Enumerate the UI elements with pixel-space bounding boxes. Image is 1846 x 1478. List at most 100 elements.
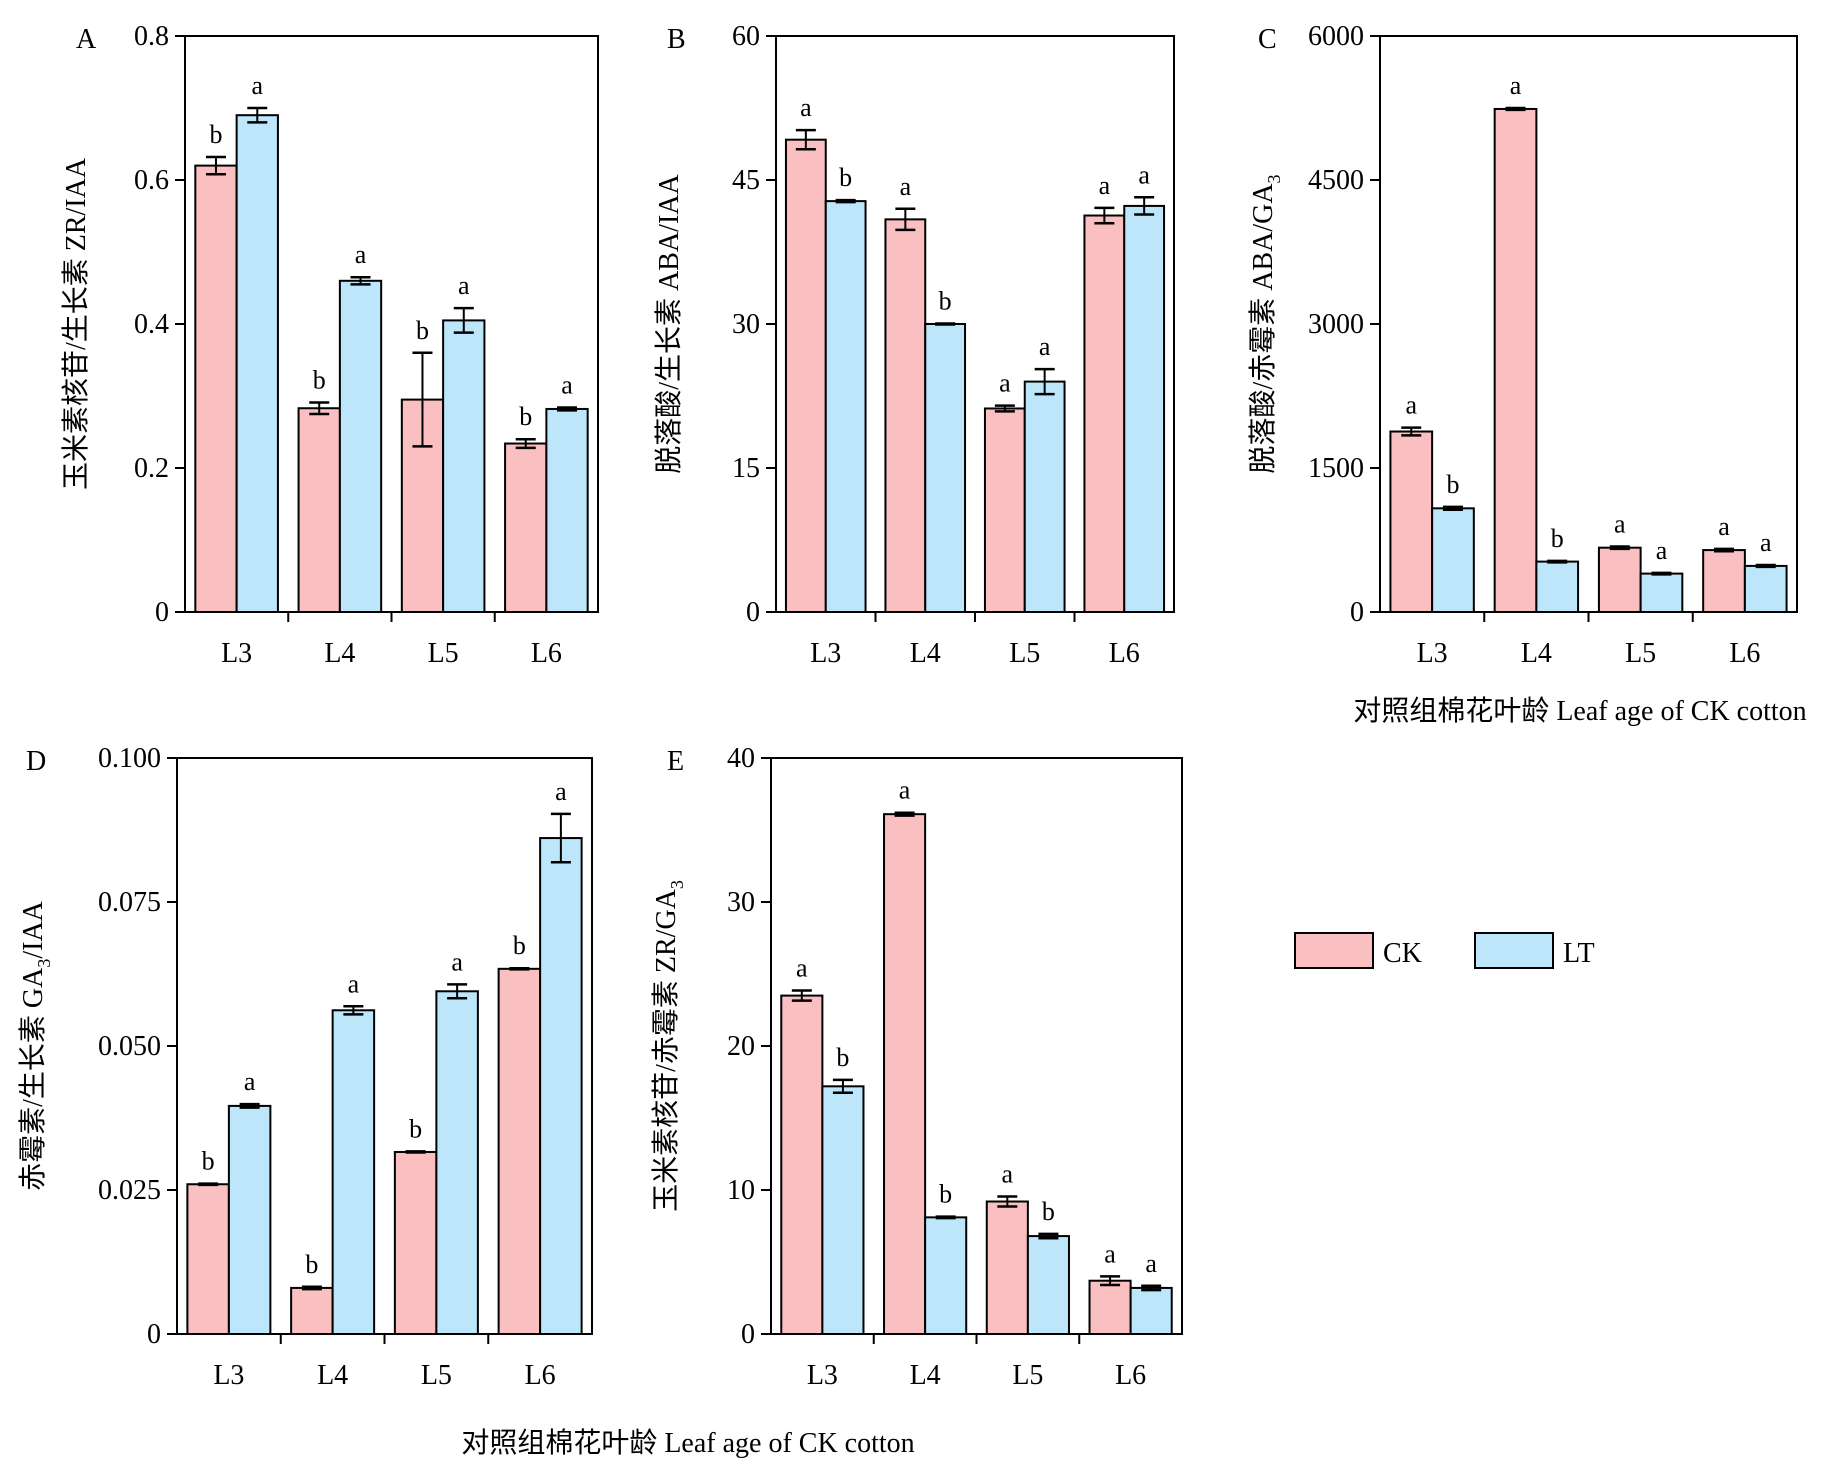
significance-letter: b — [519, 402, 532, 431]
bar-lt — [1123, 204, 1166, 613]
significance-letter: b — [1042, 1197, 1055, 1226]
y-tick-label: 0.6 — [134, 165, 169, 196]
panel-label: D — [26, 746, 46, 777]
significance-letter: a — [1718, 512, 1730, 541]
significance-letter: a — [348, 969, 360, 998]
significance-letter: a — [1138, 160, 1150, 189]
bar-ck — [1493, 107, 1538, 614]
bar-ck — [1702, 549, 1746, 614]
bar-lt — [1026, 1235, 1070, 1335]
x-tick-label: L4 — [910, 1360, 941, 1391]
y-tick-label: 0 — [155, 597, 169, 628]
bar-ck — [393, 1150, 438, 1336]
legend-swatch-lt — [1474, 932, 1554, 969]
y-tick-label: 60 — [732, 21, 760, 52]
x-tick-label: L3 — [807, 1360, 838, 1391]
significance-letter: a — [1002, 1159, 1014, 1188]
y-tick-label: 0 — [147, 1319, 161, 1350]
y-tick-label: 3000 — [1308, 309, 1364, 340]
y-tick-label: 4500 — [1308, 165, 1364, 196]
y-tick-label: 1500 — [1308, 453, 1364, 484]
x-tick-label: L5 — [1625, 638, 1656, 669]
significance-letter: a — [458, 271, 470, 300]
legend: CK LT — [1294, 932, 1595, 969]
y-tick-label: 40 — [727, 743, 755, 774]
bar-ck — [504, 442, 548, 613]
significance-letter: a — [1104, 1239, 1116, 1268]
significance-letter: b — [409, 1114, 422, 1143]
legend-label-lt: LT — [1563, 938, 1595, 969]
bar-lt — [924, 1216, 968, 1335]
panel-d: D 0 0.025 0.050 0.075 0.100 赤霉素/生长素 GA3/IAA L3 b… — [17, 743, 593, 1391]
y-tick-label: 30 — [727, 887, 755, 918]
bar-lt — [1743, 564, 1788, 613]
y-axis-title: 脱落酸/赤霉素 ABA/GA3 — [1247, 174, 1284, 473]
bar-ck — [985, 1200, 1029, 1336]
x-tick-label: L4 — [1521, 638, 1552, 669]
x-axis-title-right: 对照组棉花叶龄 Leaf age of CK cotton — [1353, 695, 1806, 727]
significance-letter: b — [1446, 470, 1459, 499]
x-tick-label: L5 — [1009, 638, 1040, 669]
significance-letter: a — [555, 777, 567, 806]
x-tick-label: L3 — [1417, 638, 1448, 669]
bar-ck — [1389, 430, 1434, 613]
x-tick-label: L6 — [525, 1360, 556, 1391]
significance-letter: a — [999, 369, 1011, 398]
bar-ck — [297, 407, 341, 613]
x-tick-label: L3 — [221, 638, 252, 669]
bar-lt — [235, 114, 279, 613]
y-tick-label: 30 — [732, 309, 760, 340]
legend-swatch-ck — [1294, 932, 1374, 969]
bar-lt — [1535, 560, 1580, 613]
x-tick-label: L6 — [1115, 1360, 1146, 1391]
significance-letter: b — [839, 163, 852, 192]
significance-letter: a — [252, 71, 264, 100]
panel-label: C — [1258, 24, 1277, 55]
x-tick-label: L5 — [421, 1360, 452, 1391]
y-tick-label: 15 — [732, 453, 760, 484]
x-tick-label: L4 — [317, 1360, 348, 1391]
bar-lt — [539, 837, 583, 1336]
x-tick-label: L4 — [910, 638, 941, 669]
y-axis-title: 赤霉素/生长素 GA3/IAA — [17, 900, 54, 1191]
y-tick-label: 0.075 — [98, 887, 161, 918]
y-tick-label: 0.8 — [134, 21, 169, 52]
significance-letter: b — [939, 1180, 952, 1209]
panel-label: B — [667, 24, 686, 55]
significance-letter: a — [800, 93, 812, 122]
bar-lt — [442, 319, 486, 613]
bar-ck — [497, 967, 542, 1335]
significance-letter: b — [939, 287, 952, 316]
x-tick-label: L5 — [1012, 1360, 1043, 1391]
significance-letter: b — [1551, 524, 1564, 553]
y-axis-title: 脱落酸/生长素 ABA/IAA — [653, 174, 685, 474]
significance-letter: a — [244, 1067, 256, 1096]
panel-label: A — [76, 24, 97, 55]
y-axis-title: 玉米素核苷/赤霉素 ZR/GA3 — [650, 880, 687, 1212]
y-tick-label: 20 — [727, 1031, 755, 1062]
x-tick-label: L4 — [324, 638, 355, 669]
y-tick-label: 45 — [732, 165, 760, 196]
y-axis-title: 玉米素核苷/生长素 ZR/IAA — [60, 157, 92, 490]
x-tick-label: L6 — [531, 638, 562, 669]
significance-letter: a — [1614, 510, 1626, 539]
bar-lt — [435, 990, 479, 1336]
bar-ck — [290, 1286, 334, 1336]
significance-letter: a — [1039, 332, 1051, 361]
bar-ck — [784, 138, 827, 613]
bar-ck — [780, 994, 824, 1335]
y-tick-label: 0 — [1350, 597, 1364, 628]
panel-c: C 0 1500 3000 4500 6000 脱落酸/赤霉素 ABA/GA3 L3 a b L4 a… — [1247, 21, 1798, 669]
bar-lt — [824, 200, 867, 613]
x-tick-label: L5 — [428, 638, 459, 669]
x-tick-label: L3 — [213, 1360, 244, 1391]
significance-letter: a — [561, 371, 573, 400]
significance-letter: a — [900, 172, 912, 201]
y-tick-label: 10 — [727, 1175, 755, 1206]
x-tick-label: L3 — [810, 638, 841, 669]
